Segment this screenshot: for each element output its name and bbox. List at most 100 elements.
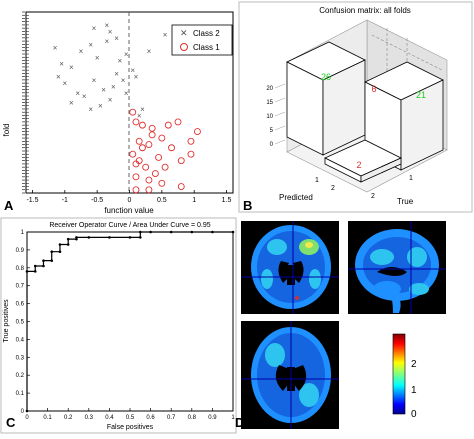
class2-point: × — [140, 105, 145, 114]
roc-point — [75, 236, 78, 239]
class1-point — [158, 179, 166, 187]
legend-label-class2: Class 2 — [193, 29, 220, 38]
y-tick-label: 0.2 — [16, 373, 25, 379]
class1-point — [168, 144, 175, 152]
bar-21 — [364, 61, 444, 171]
colorbar — [392, 333, 406, 415]
brain-maps: 2 1 0 — [241, 221, 446, 429]
class1-point — [132, 186, 140, 194]
class2-point: × — [82, 92, 87, 101]
x-tick-label: 0 — [128, 197, 132, 204]
x-tick-label: -1 — [62, 197, 68, 204]
panel-letter-d: D — [235, 415, 245, 430]
class2-point: × — [69, 99, 74, 108]
x-tick-label: 0.5 — [157, 197, 167, 204]
panel-c: Receiver Operator Curve / Area Under Cur… — [0, 217, 237, 434]
x-tick-label: 1.5 — [222, 197, 232, 204]
cell-value: 26 — [321, 72, 331, 82]
roc-point — [42, 259, 45, 262]
class1-point — [151, 170, 159, 178]
z-axis-ticks: 20 15 10 5 0 — [266, 83, 286, 148]
x-tick-label: 1 — [231, 415, 235, 421]
class2-point: × — [111, 82, 116, 91]
z-tick-mark — [274, 125, 286, 131]
roc-point — [58, 250, 62, 253]
class1-point — [177, 183, 185, 190]
x-axis-label: function value — [104, 206, 154, 215]
bar-26 — [286, 41, 366, 156]
y-tick-label: 0.1 — [16, 391, 25, 397]
roc-point — [190, 230, 194, 234]
class2-point: × — [114, 69, 119, 78]
roc-plot: Receiver Operator Curve / Area Under Cur… — [0, 217, 237, 434]
class1-point — [142, 163, 150, 171]
z-tick-label: 10 — [266, 114, 273, 120]
class2-point: × — [92, 24, 97, 33]
class1-point — [129, 150, 137, 158]
x-tick-label: 0.1 — [43, 415, 52, 421]
cell-value: 2 — [356, 160, 361, 170]
class2-point: × — [79, 47, 84, 56]
class1-point — [187, 150, 195, 158]
colorbar-tick: 0 — [411, 409, 417, 420]
class2-point: × — [108, 95, 113, 104]
class2-point: × — [105, 37, 110, 46]
roc-point — [149, 230, 152, 234]
class2-point: × — [98, 102, 103, 111]
roc-point — [87, 236, 91, 239]
chart-title: Receiver Operator Curve / Area Under Cur… — [49, 222, 210, 229]
class1-point — [135, 137, 143, 145]
roc-point — [139, 230, 142, 234]
class1-point — [158, 134, 166, 142]
plot-area — [26, 231, 234, 412]
class1-point — [187, 137, 195, 145]
true-tick: 2 — [371, 193, 375, 200]
z-tick-label: 20 — [266, 86, 273, 92]
x-tick-label: 0.9 — [208, 415, 217, 421]
pred-tick: 1 — [315, 177, 319, 184]
y-tick-label: 0.4 — [16, 337, 25, 343]
class1-point — [161, 163, 169, 171]
class2-point: × — [147, 47, 152, 56]
class1-point — [145, 186, 153, 194]
class2-point: × — [101, 86, 106, 95]
class1-point — [155, 153, 163, 161]
class1-point — [148, 124, 156, 132]
class1-point — [193, 128, 201, 136]
class1-point — [148, 131, 156, 139]
z-tick-mark — [274, 139, 286, 145]
sagittal-brain-image — [348, 221, 446, 314]
roc-point — [33, 270, 37, 273]
class1-point — [177, 157, 185, 165]
class1-point — [129, 108, 137, 116]
x-icon: ✕ — [180, 28, 188, 38]
predicted-axis-label: Predicted — [279, 193, 313, 202]
roc-point — [231, 230, 235, 234]
class2-point: × — [130, 66, 135, 75]
class2-point: × — [75, 89, 80, 98]
class2-point: × — [56, 73, 61, 82]
class1-point — [132, 118, 140, 126]
bar-2 — [324, 139, 402, 183]
cell-value: 6 — [371, 84, 376, 94]
circle-icon — [180, 43, 188, 51]
class1-point — [138, 121, 146, 129]
y-tick-label: 0.3 — [16, 355, 25, 361]
roc-point — [42, 264, 45, 268]
panel-b: Confusion matrix: all folds — [237, 0, 474, 217]
panel-letter-a: A — [4, 198, 14, 213]
class2-point: × — [53, 44, 58, 53]
y-tick-label: 1 — [21, 230, 25, 236]
y-axis-label: True positives — [3, 299, 10, 343]
z-tick-label: 15 — [266, 100, 273, 106]
class2-point: × — [105, 21, 110, 30]
roc-point — [50, 259, 54, 262]
roc-point — [25, 409, 29, 413]
class1-point — [138, 144, 146, 152]
cell-value: 21 — [416, 90, 426, 100]
x-axis-label: False positives — [107, 424, 154, 431]
roc-point — [33, 264, 37, 268]
class2-point: × — [95, 53, 100, 62]
class2-point: × — [114, 34, 119, 43]
z-tick-mark — [274, 111, 286, 117]
